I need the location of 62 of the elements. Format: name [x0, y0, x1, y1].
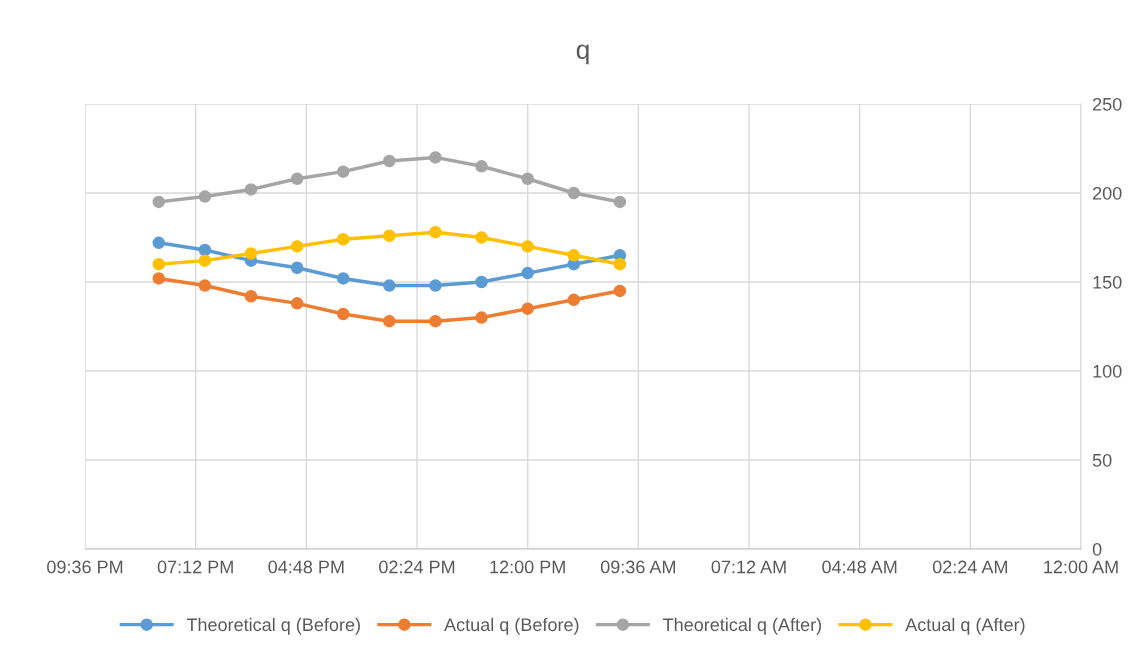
x-tick-label: 07:12 PM	[157, 560, 233, 574]
point	[383, 154, 396, 168]
point	[567, 186, 581, 200]
y-tick-label: 0	[1092, 542, 1102, 556]
legend-label: Actual q (After)	[905, 617, 1025, 635]
y-tick-label: 100	[1093, 364, 1122, 378]
point	[244, 183, 258, 196]
point	[475, 160, 488, 173]
x-tick-label: 12:00 PM	[490, 560, 565, 574]
point	[613, 284, 627, 298]
point	[521, 266, 534, 280]
y-tick-label: 200	[1093, 186, 1122, 200]
point	[567, 249, 581, 262]
x-tick-label: 12:00 AM	[1044, 560, 1118, 574]
point	[198, 254, 212, 267]
point	[567, 293, 581, 307]
point	[383, 314, 396, 328]
point	[152, 272, 166, 285]
point	[290, 297, 304, 310]
point	[475, 275, 488, 289]
x-tick-label: 09:36 PM	[47, 560, 123, 574]
point	[152, 195, 166, 209]
point	[152, 236, 166, 250]
legend-label: Theoretical q (Before)	[186, 617, 360, 635]
point	[429, 314, 442, 328]
point	[383, 279, 396, 292]
point	[290, 172, 304, 186]
point	[152, 257, 166, 271]
x-tick-label: 07:12 AM	[711, 560, 786, 574]
x-tick-label: 09:36 AM	[600, 560, 675, 574]
y-tick-label: 250	[1093, 97, 1122, 111]
point	[475, 311, 488, 324]
x-tick-label: 04:48 PM	[268, 560, 344, 574]
point	[336, 233, 350, 246]
point	[198, 279, 212, 292]
point	[244, 289, 258, 303]
point	[613, 257, 627, 271]
point	[198, 243, 212, 257]
x-tick-label: 02:24 PM	[379, 560, 455, 574]
point	[383, 229, 396, 242]
point	[429, 225, 442, 239]
point	[613, 195, 627, 209]
y-tick-label: 50	[1092, 453, 1112, 467]
point	[198, 190, 212, 203]
point	[336, 307, 350, 321]
x-tick-label: 02:24 AM	[932, 560, 1007, 574]
point	[336, 272, 350, 285]
point	[429, 279, 442, 292]
point	[244, 247, 258, 260]
point	[290, 240, 304, 253]
point	[521, 240, 534, 253]
point	[521, 302, 534, 315]
point	[336, 165, 350, 178]
point	[521, 172, 534, 186]
legend-label: Theoretical q (After)	[663, 617, 822, 635]
y-tick-label: 150	[1093, 275, 1122, 289]
chart-title: q	[576, 44, 589, 65]
point	[429, 151, 442, 164]
legend-label: Actual q (Before)	[444, 617, 579, 635]
point	[475, 231, 488, 244]
x-tick-label: 04:48 AM	[822, 560, 897, 574]
point	[290, 261, 304, 275]
